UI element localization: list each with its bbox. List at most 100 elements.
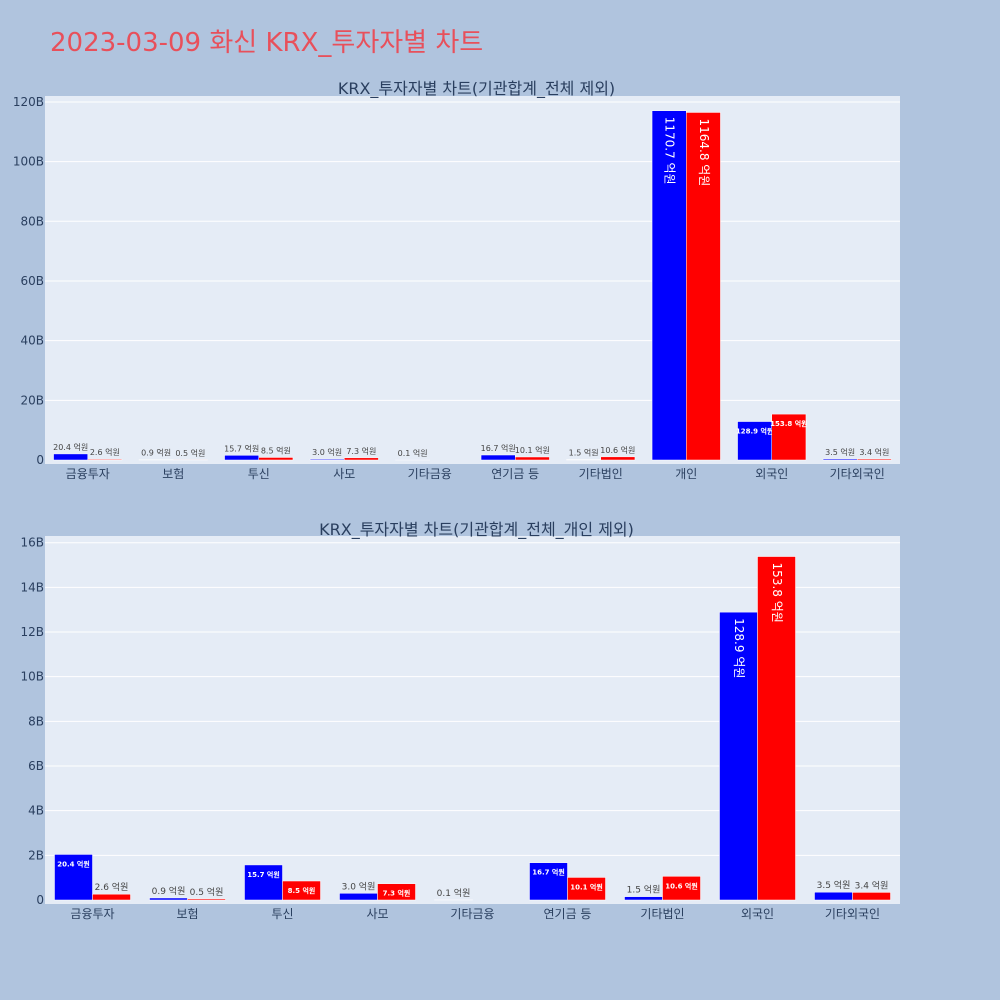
data-label: 0.1 억원	[437, 887, 471, 899]
bar	[624, 896, 663, 901]
bar	[600, 456, 636, 461]
bar	[309, 458, 345, 461]
x-tick-label: 사모	[366, 907, 388, 921]
bar	[852, 892, 891, 901]
y-tick-label: 40B	[20, 334, 44, 348]
data-label: 20.4 억원	[57, 859, 90, 868]
data-label: 7.3 억원	[383, 889, 411, 898]
bar	[344, 457, 379, 461]
data-label: 0.5 억원	[175, 448, 205, 458]
y-tick-label: 120B	[13, 95, 44, 109]
bar	[737, 421, 772, 461]
bar	[567, 877, 606, 901]
data-label: 10.6 억원	[600, 445, 635, 455]
x-tick-label: 금융투자	[70, 907, 114, 921]
data-label: 3.5 억원	[825, 447, 855, 457]
x-tick-label: 기타금융	[450, 907, 494, 921]
bar	[857, 458, 892, 461]
bar	[662, 876, 701, 901]
bar	[258, 457, 294, 461]
data-label: 128.9 억원	[732, 618, 746, 678]
bar	[480, 454, 516, 461]
y-tick-label: 16B	[20, 536, 44, 550]
x-tick-label: 기타금융	[408, 467, 452, 481]
bar	[529, 862, 568, 901]
data-label: 20.4 억원	[53, 442, 88, 452]
x-tick-label: 금융투자	[66, 467, 110, 481]
page-title: 2023-03-09 화신 KRX_투자자별 차트	[50, 28, 484, 58]
chart-title-2: KRX_투자자별 차트(기관합계_전체_개인 제외)	[319, 520, 634, 540]
y-tick-label: 8B	[28, 714, 44, 728]
data-label: 2.6 억원	[90, 447, 120, 457]
x-tick-label: 기타외국인	[825, 907, 880, 921]
x-tick-label: 투신	[271, 907, 293, 921]
y-tick-label: 12B	[20, 625, 44, 639]
data-label: 3.4 억원	[855, 879, 889, 891]
data-label: 10.1 억원	[515, 445, 550, 455]
data-label: 0.9 억원	[152, 885, 186, 897]
bar	[187, 898, 226, 901]
y-tick-label: 6B	[28, 759, 44, 773]
data-label: 1.5 억원	[569, 448, 599, 458]
x-tick-label: 연기금 등	[491, 467, 539, 481]
data-label: 15.7 억원	[247, 870, 280, 879]
data-label: 3.0 억원	[312, 447, 342, 457]
y-tick-label: 2B	[28, 848, 44, 862]
x-tick-label: 연기금 등	[544, 907, 592, 921]
bar	[54, 854, 93, 901]
data-label: 153.8 억원	[770, 563, 784, 623]
data-label: 0.1 억원	[398, 448, 428, 458]
bar	[149, 897, 188, 901]
y-tick-label: 4B	[28, 804, 44, 818]
data-label: 16.7 억원	[532, 868, 565, 877]
x-tick-label: 기타법인	[640, 907, 684, 921]
data-label: 0.5 억원	[190, 886, 224, 898]
data-label: 7.3 억원	[346, 446, 376, 456]
data-label: 1164.8 억원	[697, 118, 711, 186]
bar	[757, 556, 796, 901]
bar	[814, 891, 853, 901]
bar	[244, 864, 283, 901]
data-label: 16.7 억원	[481, 443, 516, 453]
x-tick-label: 보험	[176, 907, 198, 921]
data-label: 3.4 억원	[859, 447, 889, 457]
data-label: 8.5 억원	[261, 445, 291, 455]
data-label: 153.8 억원	[770, 419, 807, 428]
y-tick-label: 0	[36, 893, 44, 907]
y-tick-label: 100B	[13, 155, 44, 169]
plot-area-1	[45, 96, 900, 464]
bar	[719, 611, 758, 901]
bar	[224, 455, 260, 461]
x-tick-label: 외국인	[741, 907, 774, 921]
data-label: 3.5 억원	[817, 879, 851, 891]
bar	[686, 112, 721, 461]
x-tick-label: 외국인	[755, 467, 788, 481]
y-tick-label: 10B	[20, 670, 44, 684]
y-tick-label: 80B	[20, 214, 44, 228]
bar	[822, 458, 858, 461]
x-tick-label: 개인	[675, 467, 697, 481]
data-label: 3.0 억원	[342, 880, 376, 892]
x-tick-label: 사모	[333, 467, 355, 481]
bar	[53, 453, 88, 461]
bar	[771, 413, 807, 461]
data-label: 2.6 억원	[95, 881, 129, 893]
x-tick-label: 보험	[162, 467, 184, 481]
y-tick-label: 0	[36, 453, 44, 467]
data-label: 15.7 억원	[224, 443, 259, 453]
bar	[377, 883, 416, 901]
bar	[339, 893, 378, 901]
data-label: 0.9 억원	[141, 448, 171, 458]
data-label: 8.5 억원	[288, 886, 316, 895]
data-label: 10.6 억원	[665, 881, 698, 890]
bar	[87, 458, 123, 461]
data-label: 128.9 억원	[736, 427, 773, 436]
x-tick-label: 기타외국인	[830, 467, 885, 481]
y-tick-label: 60B	[20, 274, 44, 288]
data-label: 1.5 억원	[627, 884, 661, 896]
x-tick-label: 투신	[248, 467, 270, 481]
data-label: 10.1 억원	[570, 882, 603, 891]
y-tick-label: 14B	[20, 580, 44, 594]
bar	[92, 893, 131, 901]
